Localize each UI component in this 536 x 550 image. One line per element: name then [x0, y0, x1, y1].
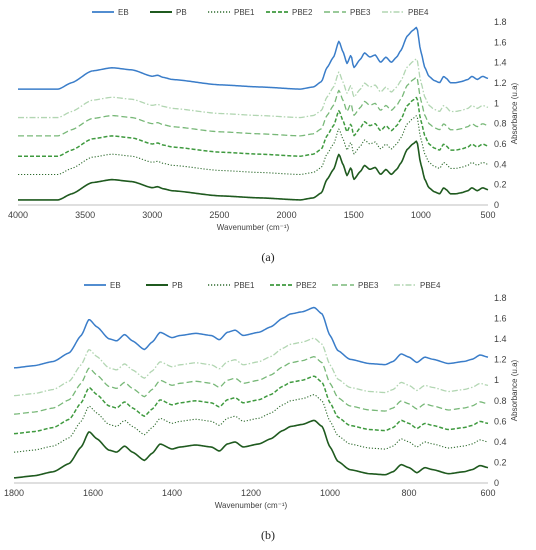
chart-b-series-pbe3: [13, 356, 489, 415]
chart-a-legend: EB PB PBE1 PBE2 PBE3 PBE4: [92, 8, 429, 17]
chart-a-series-eb: [18, 26, 489, 90]
chart-a-legend-label-pbe3: PBE3: [350, 8, 371, 17]
chart-a-x-tick-label: 1000: [411, 210, 431, 220]
chart-b-legend-label-eb: EB: [110, 281, 121, 290]
chart-a-y-axis-title: Absorbance (u.a): [510, 82, 519, 144]
chart-b-series-pbe4: [13, 337, 489, 397]
chart-b-series-pb: [13, 419, 489, 479]
chart-a-series-pb: [18, 140, 489, 201]
chart-b-series-pbe2: [13, 375, 489, 435]
chart-a-series-pbe4: [18, 58, 489, 119]
chart-b-legend: EB PB PBE1 PBE2 PBE3 PBE4: [84, 281, 441, 290]
chart-b-y-tick-label: 1.4: [494, 334, 507, 344]
chart-a-x-axis-title: Wavenumber (cm⁻¹): [217, 223, 290, 232]
chart-b-y-tick-label: 0.8: [494, 396, 507, 406]
chart-b-legend-label-pbe3: PBE3: [358, 281, 379, 290]
chart-a-legend-label-eb: EB: [118, 8, 129, 17]
chart-b-series-pbe1: [13, 394, 489, 453]
chart-b-x-tick-label: 1600: [83, 488, 103, 498]
chart-b-x-tick-label: 1400: [162, 488, 182, 498]
chart-a-x-tick-label: 4000: [8, 210, 28, 220]
chart-a-y-tick-label: 0.6: [494, 139, 507, 149]
chart-b-y-tick-label: 1.8: [494, 293, 507, 303]
chart-a-series-pbe2: [18, 96, 489, 157]
chart-a-x-tick-label: 2000: [277, 210, 297, 220]
chart-a-y-tick-label: 1.2: [494, 78, 507, 88]
chart-a-svg: EB PB PBE1 PBE2 PBE3 PBE4 0 0.2 0.4 0.6 0.8 1 1.2 1.4…: [8, 8, 519, 232]
chart-a-y-tick-label: 1.8: [494, 17, 507, 27]
chart-panel-a: EB PB PBE1 PBE2 PBE3 PBE4 0 0.2 0.4 0.6 0.8 1 1.2 1.4…: [0, 0, 536, 240]
chart-b-x-tick-label: 1000: [320, 488, 340, 498]
chart-b-legend-label-pbe1: PBE1: [234, 281, 255, 290]
caption-b-text: (b): [261, 528, 275, 542]
chart-b-y-tick-label: 0.6: [494, 416, 507, 426]
chart-a-series-pbe1: [18, 115, 489, 176]
chart-a-y-tick-label: 1.4: [494, 58, 507, 68]
chart-a-legend-label-pbe4: PBE4: [408, 8, 429, 17]
chart-b-y-axis-title: Absorbance (u.a): [510, 359, 519, 421]
chart-a-y-tick-label: 1.6: [494, 37, 507, 47]
chart-a-x-tick-label: 2500: [209, 210, 229, 220]
chart-b-legend-label-pbe2: PBE2: [296, 281, 317, 290]
chart-a-legend-label-pbe1: PBE1: [234, 8, 255, 17]
chart-panel-b: EB PB PBE1 PBE2 PBE3 PBE4 0 0.2 0.4 0.6 0.8 1 1.2 1.4…: [0, 276, 536, 520]
chart-a-legend-label-pb: PB: [176, 8, 187, 17]
chart-b-x-tick-label: 800: [401, 488, 416, 498]
chart-b-x-tick-label: 600: [480, 488, 495, 498]
chart-b-legend-label-pbe4: PBE4: [420, 281, 441, 290]
chart-b-legend-label-pb: PB: [172, 281, 183, 290]
chart-a-y-tick-label: 0.8: [494, 119, 507, 129]
chart-a-x-tick-label: 1500: [344, 210, 364, 220]
chart-b-x-tick-label: 1800: [4, 488, 24, 498]
chart-b-svg: EB PB PBE1 PBE2 PBE3 PBE4 0 0.2 0.4 0.6 0.8 1 1.2 1.4…: [4, 281, 519, 510]
chart-b-y-tick-label: 0.2: [494, 457, 507, 467]
chart-a-y-tick-label: 0: [494, 200, 499, 210]
chart-a-x-tick-label: 3000: [142, 210, 162, 220]
chart-a-series-pbe3: [18, 76, 489, 137]
caption-a-text: (a): [261, 250, 275, 264]
chart-b-y-tick-label: 1: [494, 375, 499, 385]
chart-a-legend-label-pbe2: PBE2: [292, 8, 313, 17]
chart-b-y-tick-label: 1.6: [494, 314, 507, 324]
chart-b-x-axis-title: Wavenumber (cm⁻¹): [215, 501, 288, 510]
caption-a: (a): [0, 250, 536, 265]
chart-a-y-tick-label: 0.2: [494, 180, 507, 190]
chart-a-y-tick-label: 0.4: [494, 159, 507, 169]
chart-a-x-tick-label: 3500: [75, 210, 95, 220]
chart-a-x-tick-label: 500: [480, 210, 495, 220]
chart-b-y-tick-label: 1.2: [494, 355, 507, 365]
chart-b-x-tick-label: 1200: [241, 488, 261, 498]
chart-b-series-eb: [13, 306, 489, 369]
chart-b-y-tick-label: 0: [494, 478, 499, 488]
chart-b-y-tick-label: 0.4: [494, 437, 507, 447]
chart-a-y-tick-label: 1: [494, 98, 499, 108]
caption-b: (b): [0, 528, 536, 543]
